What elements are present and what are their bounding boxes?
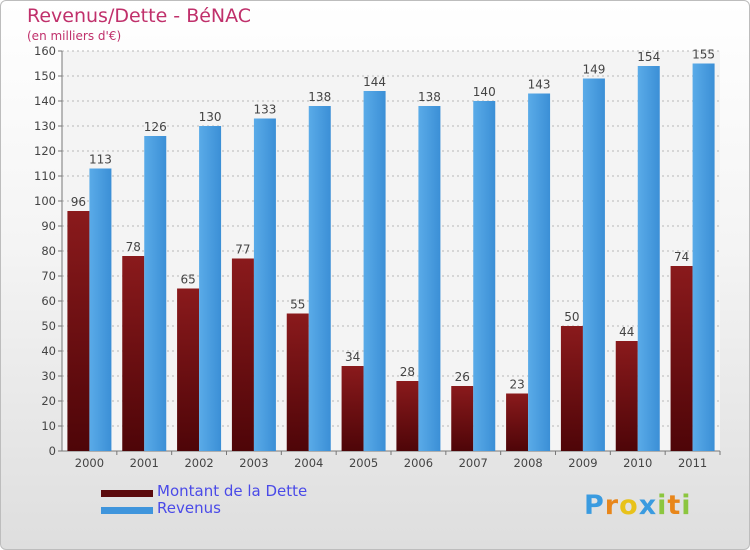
x-tick-label: 2001 bbox=[130, 456, 159, 470]
y-tick-label: 100 bbox=[34, 194, 56, 208]
y-tick-label: 50 bbox=[41, 319, 56, 333]
bar-debt bbox=[396, 381, 419, 451]
data-label-debt: 74 bbox=[674, 250, 689, 264]
bar-revenue bbox=[199, 126, 222, 451]
logo-letter: P bbox=[584, 490, 605, 521]
bar-debt bbox=[560, 326, 583, 451]
x-tick-label: 2002 bbox=[184, 456, 213, 470]
bar-debt bbox=[451, 386, 474, 451]
y-tick-label: 30 bbox=[41, 369, 56, 383]
x-tick-label: 2006 bbox=[404, 456, 433, 470]
data-label-revenue: 113 bbox=[89, 153, 112, 167]
logo-letter: i bbox=[681, 490, 692, 521]
bar-revenue bbox=[418, 106, 441, 451]
logo-letter: t bbox=[667, 490, 682, 521]
logo-letter: x bbox=[638, 490, 658, 521]
logo-letter: r bbox=[604, 490, 620, 521]
bar-debt bbox=[67, 211, 90, 451]
y-tick-label: 40 bbox=[41, 344, 56, 358]
data-label-revenue: 138 bbox=[308, 90, 331, 104]
legend-label-revenue: Revenus bbox=[157, 499, 221, 517]
data-label-revenue: 138 bbox=[418, 90, 441, 104]
data-label-debt: 28 bbox=[400, 365, 415, 379]
data-label-debt: 34 bbox=[345, 350, 360, 364]
bar-revenue bbox=[582, 78, 605, 451]
data-label-revenue: 149 bbox=[582, 63, 605, 77]
y-tick-label: 160 bbox=[34, 44, 56, 58]
chart-title: Revenus/Dette - BéNAC bbox=[27, 5, 252, 27]
bar-revenue bbox=[89, 168, 112, 451]
plot-area bbox=[62, 51, 720, 451]
data-label-revenue: 143 bbox=[528, 78, 551, 92]
y-tick-label: 80 bbox=[41, 244, 56, 258]
data-label-revenue: 154 bbox=[637, 50, 660, 64]
x-tick-label: 2005 bbox=[349, 456, 378, 470]
data-label-revenue: 155 bbox=[692, 48, 715, 62]
bar-debt bbox=[670, 266, 693, 451]
bar-debt bbox=[615, 341, 638, 451]
x-tick-label: 2010 bbox=[623, 456, 652, 470]
x-tick-label: 2008 bbox=[513, 456, 542, 470]
chart-subtitle: (en milliers d'€) bbox=[27, 29, 122, 43]
bar-debt bbox=[177, 288, 200, 451]
data-label-debt: 78 bbox=[126, 240, 141, 254]
y-tick-label: 20 bbox=[41, 394, 56, 408]
data-label-debt: 44 bbox=[619, 325, 634, 339]
bar-revenue bbox=[528, 93, 551, 451]
y-tick-label: 130 bbox=[34, 119, 56, 133]
logo-letter: i bbox=[657, 490, 668, 521]
bar-debt bbox=[341, 366, 364, 451]
data-label-debt: 96 bbox=[71, 195, 86, 209]
y-tick-label: 0 bbox=[49, 444, 56, 458]
x-tick-label: 2003 bbox=[239, 456, 268, 470]
legend-label-debt: Montant de la Dette bbox=[157, 482, 308, 500]
data-label-debt: 50 bbox=[564, 310, 579, 324]
legend-swatch-revenue bbox=[101, 507, 153, 514]
data-label-debt: 77 bbox=[235, 243, 250, 257]
proxiti-logo: Proxiti bbox=[584, 490, 692, 521]
data-label-revenue: 133 bbox=[253, 103, 276, 117]
x-tick-label: 2009 bbox=[568, 456, 597, 470]
legend-swatch-debt bbox=[101, 490, 153, 497]
data-label-debt: 65 bbox=[180, 273, 195, 287]
x-tick-label: 2000 bbox=[75, 456, 104, 470]
y-tick-label: 120 bbox=[34, 144, 56, 158]
y-tick-label: 140 bbox=[34, 94, 56, 108]
y-tick-label: 90 bbox=[41, 219, 56, 233]
data-label-revenue: 144 bbox=[363, 75, 386, 89]
bar-revenue bbox=[308, 106, 331, 451]
y-tick-label: 10 bbox=[41, 419, 56, 433]
y-tick-label: 60 bbox=[41, 294, 56, 308]
bar-revenue bbox=[473, 101, 496, 451]
bar-revenue bbox=[637, 66, 660, 451]
x-tick-label: 2007 bbox=[459, 456, 488, 470]
bar-debt bbox=[286, 313, 309, 451]
bar-revenue bbox=[363, 91, 386, 451]
data-label-revenue: 140 bbox=[473, 85, 496, 99]
data-label-debt: 55 bbox=[290, 298, 305, 312]
x-tick-label: 2004 bbox=[294, 456, 323, 470]
bar-revenue bbox=[144, 136, 167, 451]
x-tick-label: 2011 bbox=[678, 456, 707, 470]
data-label-revenue: 130 bbox=[199, 110, 222, 124]
bar-revenue bbox=[253, 118, 276, 451]
y-tick-label: 150 bbox=[34, 69, 56, 83]
logo-letter: o bbox=[619, 490, 639, 521]
bar-debt bbox=[506, 393, 529, 451]
data-label-debt: 26 bbox=[455, 370, 470, 384]
y-tick-label: 70 bbox=[41, 269, 56, 283]
bar-revenue bbox=[692, 63, 715, 451]
data-label-revenue: 126 bbox=[144, 120, 167, 134]
y-tick-label: 110 bbox=[34, 169, 56, 183]
bar-debt bbox=[231, 258, 254, 451]
data-label-debt: 23 bbox=[509, 378, 524, 392]
bar-debt bbox=[122, 256, 145, 451]
